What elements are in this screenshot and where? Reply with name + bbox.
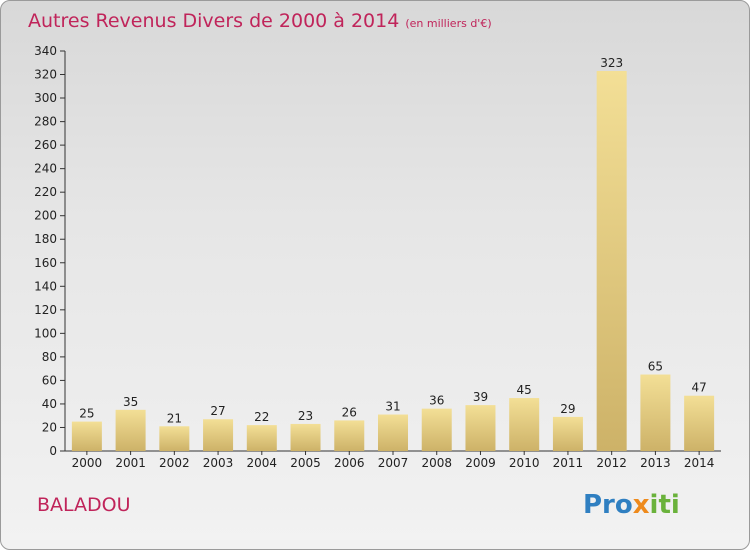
x-tick-label: 2010 bbox=[509, 456, 540, 470]
bar-value-label: 39 bbox=[473, 390, 488, 404]
town-name: BALADOU bbox=[37, 494, 131, 516]
x-tick-label: 2003 bbox=[203, 456, 234, 470]
x-tick-label: 2007 bbox=[378, 456, 409, 470]
bar bbox=[115, 409, 146, 451]
bar bbox=[509, 398, 540, 451]
y-tick-label: 300 bbox=[34, 91, 57, 105]
logo-part-x: x bbox=[632, 490, 650, 520]
bar bbox=[465, 405, 496, 451]
bar-value-label: 323 bbox=[600, 56, 623, 70]
bar-value-label: 21 bbox=[167, 411, 182, 425]
bar bbox=[596, 71, 627, 451]
bar bbox=[159, 426, 190, 451]
bar-value-label: 35 bbox=[123, 395, 138, 409]
x-tick-label: 2008 bbox=[421, 456, 452, 470]
bar bbox=[246, 425, 277, 451]
x-tick-label: 2004 bbox=[247, 456, 278, 470]
x-tick-label: 2009 bbox=[465, 456, 496, 470]
bar-value-label: 22 bbox=[254, 410, 269, 424]
bar-value-label: 36 bbox=[429, 394, 444, 408]
bar bbox=[334, 420, 365, 451]
bar bbox=[552, 416, 583, 451]
bar bbox=[421, 408, 452, 451]
x-tick-label: 2013 bbox=[640, 456, 671, 470]
chart-title-text: Autres Revenus Divers de 2000 à 2014 bbox=[28, 10, 400, 32]
y-tick-label: 280 bbox=[34, 115, 57, 129]
bar-value-label: 31 bbox=[385, 400, 400, 414]
bar-value-label: 65 bbox=[648, 360, 663, 374]
x-tick-label: 2012 bbox=[596, 456, 627, 470]
y-tick-label: 40 bbox=[42, 397, 57, 411]
bar-value-label: 45 bbox=[517, 383, 532, 397]
y-tick-label: 100 bbox=[34, 326, 57, 340]
bar bbox=[684, 395, 715, 451]
y-tick-label: 200 bbox=[34, 209, 57, 223]
bar-value-label: 29 bbox=[560, 402, 575, 416]
bar bbox=[71, 421, 102, 451]
bar-value-label: 27 bbox=[210, 404, 225, 418]
bar-value-label: 47 bbox=[691, 381, 706, 395]
x-tick-label: 2005 bbox=[290, 456, 321, 470]
logo-part-pro: Pro bbox=[583, 490, 633, 520]
x-tick-label: 2011 bbox=[553, 456, 584, 470]
y-tick-label: 140 bbox=[34, 279, 57, 293]
y-tick-label: 320 bbox=[34, 68, 57, 82]
x-tick-label: 2002 bbox=[159, 456, 190, 470]
bar bbox=[203, 419, 234, 451]
proxiti-logo: Proxiti bbox=[583, 490, 680, 520]
x-tick-label: 2000 bbox=[72, 456, 103, 470]
bar-value-label: 23 bbox=[298, 409, 313, 423]
chart-subtitle: (en milliers d'€) bbox=[405, 17, 492, 30]
y-tick-label: 220 bbox=[34, 185, 57, 199]
x-tick-label: 2014 bbox=[684, 456, 715, 470]
y-tick-label: 0 bbox=[49, 444, 57, 458]
y-tick-label: 260 bbox=[34, 138, 57, 152]
bar-value-label: 26 bbox=[342, 405, 357, 419]
y-tick-label: 60 bbox=[42, 373, 57, 387]
chart-title: Autres Revenus Divers de 2000 à 2014 (en … bbox=[28, 10, 492, 32]
y-tick-label: 180 bbox=[34, 232, 57, 246]
bar bbox=[640, 374, 671, 451]
bar bbox=[290, 423, 321, 451]
y-tick-label: 160 bbox=[34, 256, 57, 270]
bar-value-label: 25 bbox=[79, 407, 94, 421]
y-tick-label: 240 bbox=[34, 162, 57, 176]
y-tick-label: 120 bbox=[34, 303, 57, 317]
y-tick-label: 20 bbox=[42, 420, 57, 434]
x-tick-label: 2006 bbox=[334, 456, 365, 470]
y-tick-label: 80 bbox=[42, 350, 57, 364]
logo-part-iti: iti bbox=[649, 490, 680, 520]
x-tick-label: 2001 bbox=[115, 456, 146, 470]
y-tick-label: 340 bbox=[34, 44, 57, 58]
bar bbox=[378, 414, 408, 451]
